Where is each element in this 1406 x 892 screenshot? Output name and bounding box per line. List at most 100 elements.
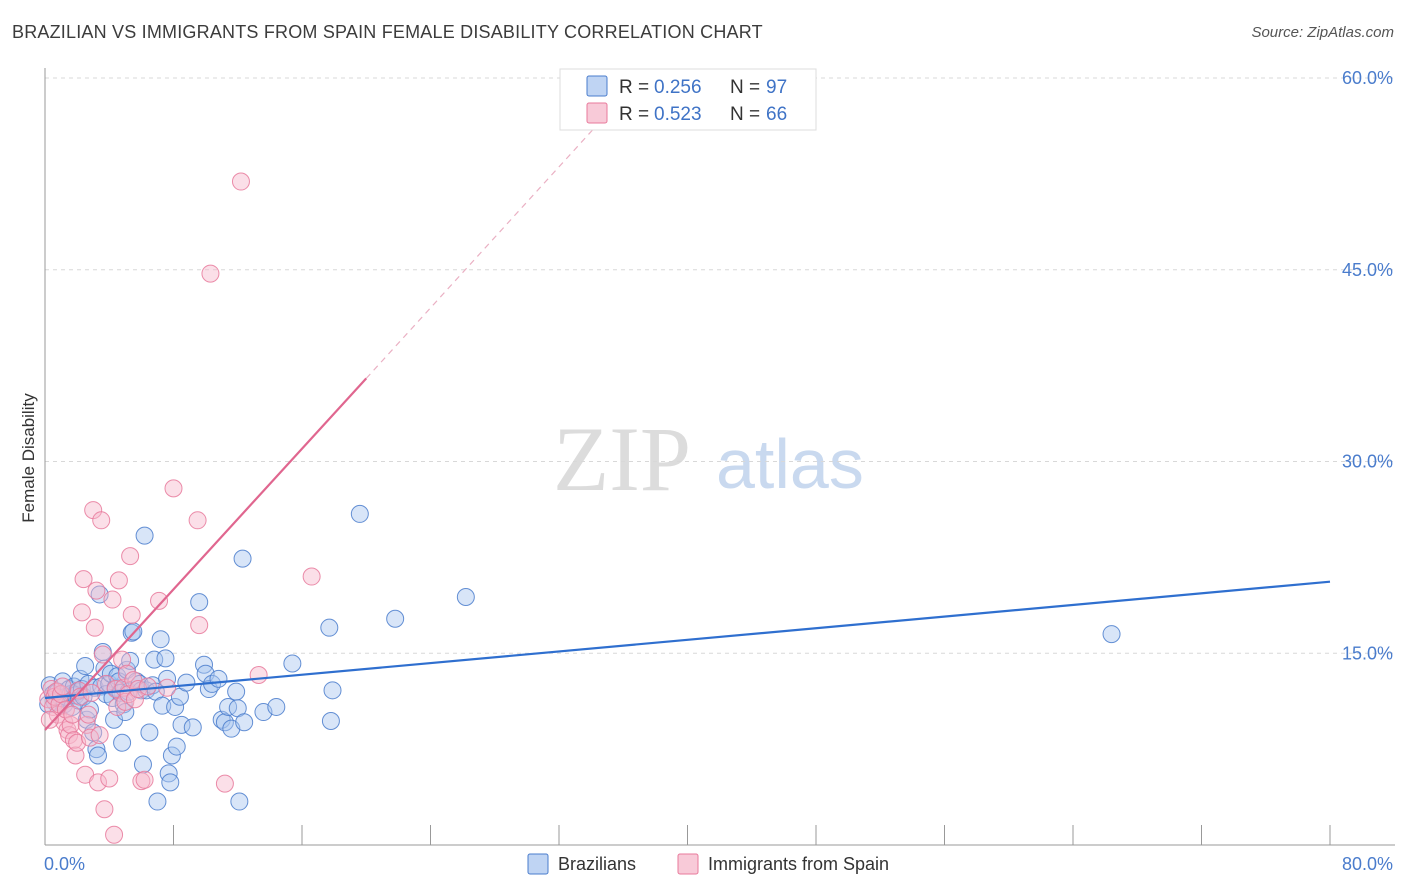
pink-point-64 xyxy=(302,567,321,586)
pink-point-37 xyxy=(103,590,122,609)
y-tick-label-30: 30.0% xyxy=(1342,452,1393,472)
chart-title: BRAZILIAN VS IMMIGRANTS FROM SPAIN FEMAL… xyxy=(12,22,763,42)
legend-swatch-pink xyxy=(586,102,608,124)
legend-label-spain: Immigrants from Spain xyxy=(708,854,889,874)
blue-point-68 xyxy=(172,715,191,734)
blue-point-62 xyxy=(159,764,178,783)
pink-point-24 xyxy=(79,705,98,724)
legend-swatch-spain xyxy=(677,853,699,875)
blue-point-59 xyxy=(153,696,172,715)
tick-labels: 15.0% 30.0% 45.0% 60.0% 0.0% 80.0% xyxy=(44,68,1393,874)
brazilians-points xyxy=(39,504,1121,811)
legend-n-label-2: N = xyxy=(730,104,760,125)
blue-point-81 xyxy=(227,682,246,701)
blue-point-64 xyxy=(162,746,181,765)
pink-point-15 xyxy=(64,731,83,750)
blue-point-94 xyxy=(456,588,475,607)
series-legend: Brazilians Immigrants from Spain xyxy=(527,853,889,875)
legend-swatch-brazilians xyxy=(527,853,549,875)
pink-point-41 xyxy=(109,571,128,590)
trend-lines xyxy=(44,122,1331,731)
legend-n-label-1: N = xyxy=(730,77,760,98)
axes xyxy=(44,68,1395,846)
correlation-legend: R = 0.256 N = 97 R = 0.523 N = 66 xyxy=(559,68,817,131)
blue-point-71 xyxy=(190,593,209,612)
blue-point-78 xyxy=(215,713,234,732)
pink-point-34 xyxy=(95,800,114,819)
pink-point-33 xyxy=(93,645,112,664)
pink-point-47 xyxy=(121,547,140,566)
blue-point-70 xyxy=(183,718,202,737)
blue-point-79 xyxy=(219,697,238,716)
legend-r-value-1: 0.256 xyxy=(654,77,702,98)
blue-point-72 xyxy=(195,655,214,674)
trend-line-spain xyxy=(44,377,368,731)
legend-n-value-2: 66 xyxy=(766,104,787,125)
blue-point-39 xyxy=(113,733,132,752)
source-label: Source: ZipAtlas.com xyxy=(1251,24,1394,41)
blue-point-60 xyxy=(156,649,175,668)
legend-n-value-1: 97 xyxy=(766,77,787,98)
legend-swatch-blue xyxy=(586,75,608,97)
pink-point-45 xyxy=(117,664,136,683)
pink-point-30 xyxy=(89,773,108,792)
pink-point-57 xyxy=(164,479,183,498)
x-tick-label-max: 80.0% xyxy=(1342,854,1393,874)
trend-line-spain-extension xyxy=(365,122,600,379)
blue-point-57 xyxy=(148,792,167,811)
blue-point-89 xyxy=(320,618,339,637)
pink-point-20 xyxy=(72,603,91,622)
blue-point-90 xyxy=(323,681,342,700)
pink-point-8 xyxy=(53,677,72,696)
blue-point-92 xyxy=(350,504,369,523)
pink-point-21 xyxy=(74,570,93,589)
legend-r-label-1: R = xyxy=(619,77,649,98)
gridlines xyxy=(45,77,1395,654)
y-tick-label-15: 15.0% xyxy=(1342,643,1393,663)
pink-point-55 xyxy=(150,591,169,610)
blue-point-91 xyxy=(321,712,340,731)
blue-point-66 xyxy=(167,737,186,756)
blue-point-84 xyxy=(233,549,252,568)
pink-point-36 xyxy=(100,769,119,788)
watermark-atlas: atlas xyxy=(716,425,864,503)
blue-point-50 xyxy=(133,755,152,774)
blue-point-83 xyxy=(230,792,249,811)
watermark-zip: ZIP xyxy=(553,408,691,510)
pink-point-53 xyxy=(135,770,154,789)
pink-point-19 xyxy=(71,687,90,706)
pink-point-60 xyxy=(201,264,220,283)
pink-point-38 xyxy=(105,825,124,844)
blue-point-24 xyxy=(87,740,106,759)
pink-point-42 xyxy=(113,650,132,669)
legend-label-brazilians: Brazilians xyxy=(558,854,636,874)
blue-point-18 xyxy=(76,657,95,676)
y-tick-label-45: 45.0% xyxy=(1342,260,1393,280)
blue-point-69 xyxy=(177,673,196,692)
pink-point-61 xyxy=(215,774,234,793)
blue-point-93 xyxy=(386,609,405,628)
blue-point-88 xyxy=(283,654,302,673)
pink-point-48 xyxy=(122,605,141,624)
x-tick-label-min: 0.0% xyxy=(44,854,85,874)
blue-point-63 xyxy=(161,773,180,792)
blue-point-95 xyxy=(1102,625,1121,644)
blue-point-87 xyxy=(267,697,286,716)
legend-r-value-2: 0.523 xyxy=(654,104,702,125)
y-tick-label-60: 60.0% xyxy=(1342,68,1393,88)
y-axis-title: Female Disability xyxy=(19,393,38,523)
pink-point-65 xyxy=(40,710,59,729)
pink-point-63 xyxy=(249,665,268,684)
pink-point-58 xyxy=(188,511,207,530)
blue-point-76 xyxy=(209,669,228,688)
pink-point-54 xyxy=(138,677,157,696)
blue-point-85 xyxy=(235,713,254,732)
blue-point-58 xyxy=(151,630,170,649)
blue-point-65 xyxy=(166,697,185,716)
trend-line-brazilians xyxy=(44,580,1331,700)
blue-point-51 xyxy=(135,526,154,545)
blue-point-25 xyxy=(89,746,108,765)
legend-r-label-2: R = xyxy=(619,104,649,125)
pink-point-32 xyxy=(92,511,111,530)
